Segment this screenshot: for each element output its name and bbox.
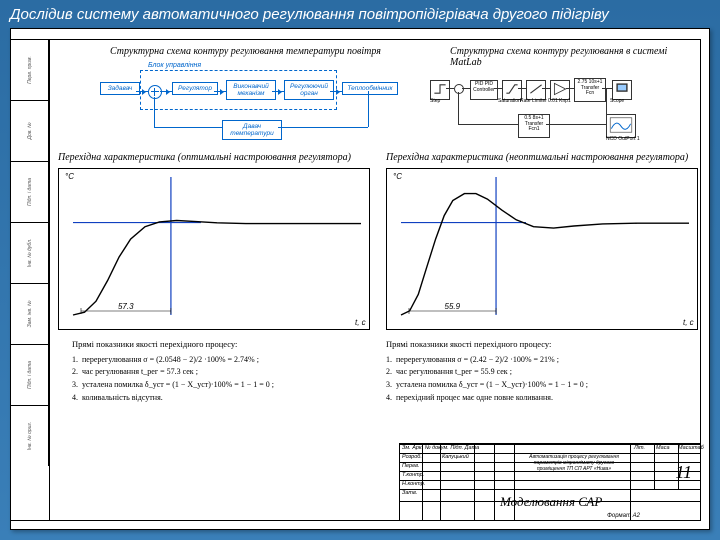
tb-subtitle: Автоматизація процесу регулювання параме…: [522, 454, 626, 472]
diagram2-title: Структурна схема контуру регулювання в с…: [450, 46, 700, 68]
side-label: Підп. і дата: [27, 361, 33, 389]
tb-role: Н.контр.: [402, 481, 425, 487]
metrics1-heading: Прямі показники якості перехідного проце…: [72, 338, 372, 352]
node-sensor: Давач температури: [222, 120, 282, 140]
sim-gain: [550, 80, 570, 100]
page-title: Дослідив систему автоматичного регулюван…: [0, 0, 720, 27]
sim-tf2: 0.5 8s+1 Transfer Fcn1: [518, 114, 550, 138]
node-hx: Теплообмінник: [342, 82, 398, 95]
chart2-xlabel: t, c: [683, 318, 694, 327]
side-revision-cells: Перв. прим. Дов. № Підп. і дата Інв. № д…: [11, 39, 49, 521]
chart1-ylabel: °C: [65, 172, 74, 181]
side-label: Інв. № ориг.: [27, 422, 33, 451]
chart2-title: Перехідна характеристика (неоптимальні н…: [386, 152, 688, 163]
chart2: °C t, c 55.9: [386, 168, 698, 330]
sim-tf1: 2.75 10s+1 Transfer Fcn: [574, 78, 606, 102]
drawing-frame: Структурна схема контуру регулювання тем…: [49, 39, 701, 521]
chart1: °C t, c 57.3: [58, 168, 370, 330]
side-label: Дов. №: [27, 122, 33, 139]
sim-gain-label: 0.01 Kпр1: [548, 98, 571, 104]
metrics2-item: перехідний процес має одне повне коливан…: [396, 393, 553, 402]
metrics1-item: перерегулювання σ = (2.0548 − 2)/2 ·100%…: [82, 355, 259, 364]
node-valve: Регулюючий орган: [284, 80, 334, 100]
control-block-label: Блок управління: [148, 62, 201, 69]
sim-nco: [606, 114, 636, 138]
sim-sum: [454, 84, 464, 94]
metrics1: Прямі показники якості перехідного проце…: [72, 338, 372, 405]
metrics2-item: час регулювання t_рег = 55.9 сек ;: [396, 367, 512, 376]
side-label: Інв. № дубл.: [27, 239, 33, 268]
tb-signer: Капуцький: [442, 454, 469, 460]
tb-col: Масштаб: [678, 445, 704, 451]
tb-changes: Зм. Арк. № докум. Підп. Дата: [402, 445, 479, 451]
node-setpoint: Задавач: [100, 82, 140, 95]
node-actuator: Виконавчий механізм: [226, 80, 276, 100]
sim-step: [430, 80, 450, 100]
block-diagram-1: Блок управління Задавач Регулятор Викона…: [100, 70, 400, 148]
tb-format: Формат А2: [607, 513, 640, 519]
title-block: Зм. Арк. № докум. Підп. Дата Розроб. Пер…: [399, 443, 700, 520]
side-label: Перв. прим.: [27, 56, 33, 84]
drawing-sheet: Перв. прим. Дов. № Підп. і дата Інв. № д…: [10, 28, 710, 530]
sim-nco-label: NCD OutPort 1: [606, 136, 640, 142]
svg-text:55.9: 55.9: [445, 302, 461, 311]
side-label: Зам. інв. №: [27, 301, 33, 328]
tb-role: Розроб.: [402, 454, 422, 460]
tb-col: Маса: [656, 445, 670, 451]
sim-step-label: Step: [430, 98, 440, 104]
tb-role: Т.контр.: [402, 472, 424, 478]
chart2-ylabel: °C: [393, 172, 402, 181]
diagram1-title: Структурна схема контуру регулювання тем…: [110, 46, 381, 57]
simulink-diagram: Step PID PID Controller Saturation Rate …: [430, 70, 720, 148]
metrics1-item: усталена помилка δ_уст = (1 − X_уст)·100…: [82, 380, 274, 389]
chart1-xlabel: t, c: [355, 318, 366, 327]
sim-rate-label: Rate Limiter: [520, 98, 547, 104]
tb-doc-title: Моделювання САР: [500, 494, 602, 510]
sum-node: [148, 85, 162, 99]
metrics2: Прямі показники якості перехідного проце…: [386, 338, 686, 405]
tb-role: Перев.: [402, 463, 420, 469]
tb-sheet-no: 11: [675, 462, 692, 483]
metrics1-item: час регулювання t_рег = 57.3 сек ;: [82, 367, 198, 376]
tb-role: Затв.: [402, 490, 417, 496]
sim-rate: [526, 80, 546, 100]
sim-sat-label: Saturation: [498, 98, 521, 104]
sim-scope: [612, 80, 632, 100]
node-regulator: Регулятор: [172, 82, 218, 95]
metrics2-heading: Прямі показники якості перехідного проце…: [386, 338, 686, 352]
metrics1-item: коливальність відсутня.: [82, 393, 163, 402]
sim-scope-label: Scope: [610, 98, 624, 104]
metrics2-item: перерегулювання σ = (2.42 − 2)/2 ·100% =…: [396, 355, 559, 364]
metrics2-item: усталена помилка δ_уст = (1 − X_уст)·100…: [396, 380, 588, 389]
sim-pid: PID PID Controller: [470, 80, 498, 100]
side-label: Підп. і дата: [27, 178, 33, 206]
sim-sat: [502, 80, 522, 100]
tb-col: Літ.: [634, 445, 645, 451]
svg-text:57.3: 57.3: [118, 302, 134, 311]
chart1-title: Перехідна характеристика (оптимальні нас…: [58, 152, 351, 163]
